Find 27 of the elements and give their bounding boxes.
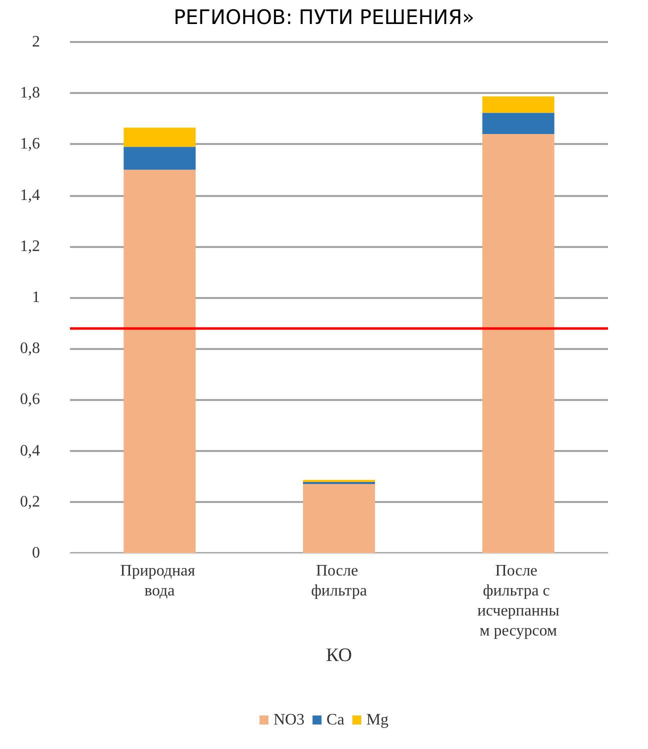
legend-label: Mg [366, 712, 389, 728]
legend-label: NO3 [273, 712, 305, 728]
y-tick-label: 1,4 [20, 186, 40, 204]
bar [124, 146, 196, 170]
y-tick-label: 1 [32, 289, 40, 306]
y-tick-label: 0,6 [20, 391, 40, 408]
bar [303, 484, 375, 553]
x-tick-label: После фильтра с исчерпанным ресурсом [477, 562, 560, 640]
bar [124, 128, 196, 147]
y-tick-label: 1,2 [20, 238, 40, 255]
y-tick-label: 0 [32, 544, 40, 562]
y-tick-label: 1,6 [20, 136, 40, 153]
x-tick-label: Природная вода [120, 562, 200, 600]
x-tick-label: После фильтра [311, 562, 367, 600]
y-tick-label: 0,4 [20, 442, 40, 460]
legend-label: Ca [326, 712, 344, 728]
y-tick-label: 2 [32, 34, 40, 50]
x-axis-title: КО [326, 644, 352, 666]
chart-title: РЕГИОНОВ: ПУТИ РЕШЕНИЯ» [174, 5, 474, 29]
bar [124, 170, 196, 553]
y-tick-label: 0,8 [20, 340, 40, 358]
bar [303, 482, 375, 484]
y-tick-label: 0,2 [20, 493, 40, 510]
bar [482, 134, 554, 553]
bar [482, 96, 554, 113]
bar [482, 112, 554, 134]
y-tick-label: 1,8 [20, 84, 40, 102]
